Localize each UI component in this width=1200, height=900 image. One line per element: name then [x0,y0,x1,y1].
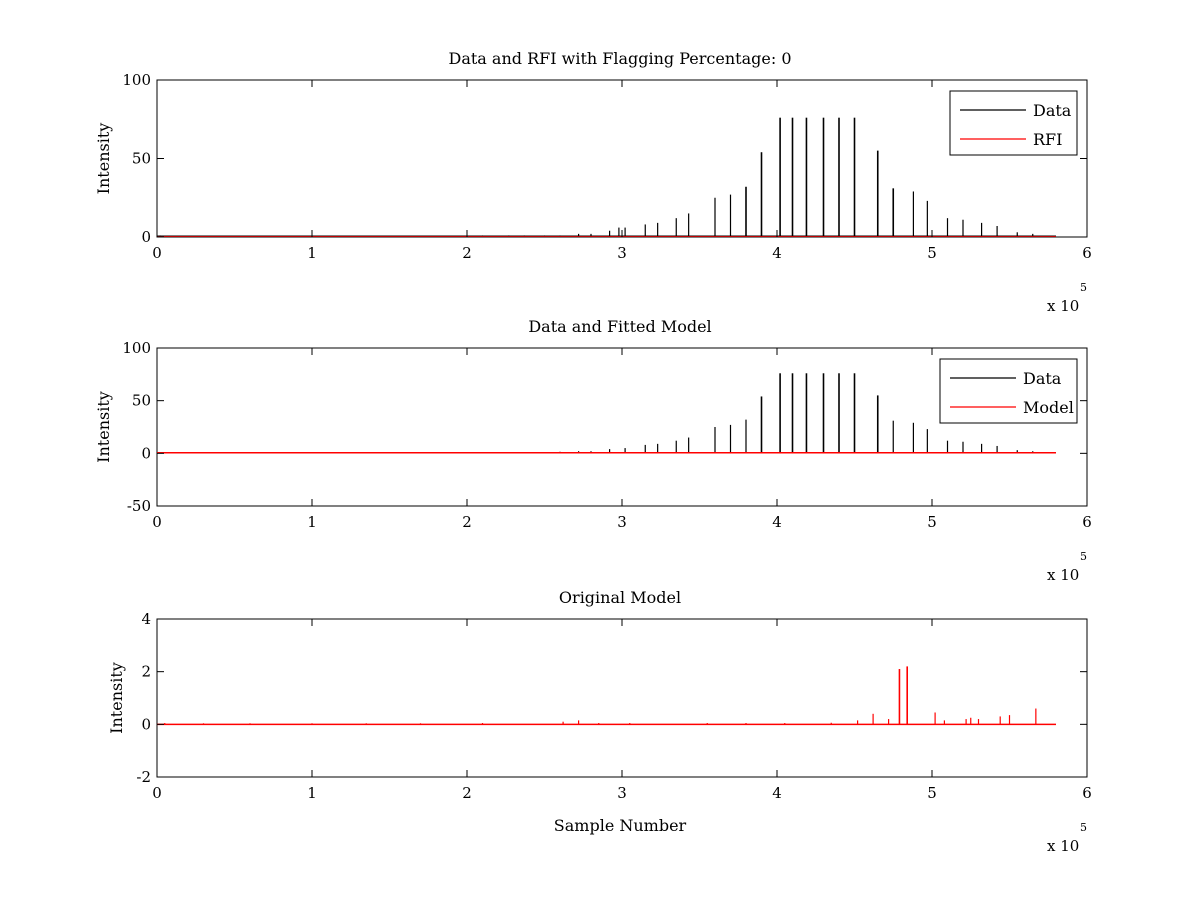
y-tick-label: 50 [132,150,151,168]
legend-box [949,90,1078,156]
y-tick-label: -50 [127,497,151,515]
x-tick-label: 4 [772,784,782,802]
x-tick-label: 0 [152,244,162,262]
y-axis-label: Intensity [94,123,113,195]
y-tick-label: -2 [136,768,151,786]
x-tick-label: 6 [1082,513,1092,531]
axes-frame [156,618,1088,778]
legend-label: Data [1033,101,1072,120]
x-tick-label: 2 [462,244,472,262]
x-multiplier-exponent: 5 [1080,550,1087,563]
plot-area [157,666,1056,726]
y-tick-label: 0 [141,444,151,462]
y-tick-label: 100 [122,339,151,357]
x-tick-label: 6 [1082,784,1092,802]
axes-frame [156,347,1088,507]
chart-title: Data and RFI with Flagging Percentage: 0 [448,49,791,68]
x-tick-label: 5 [927,513,937,531]
y-tick-label: 2 [141,663,151,681]
x-tick-label: 2 [462,784,472,802]
axes-frame [156,79,1088,238]
x-multiplier-exponent: 5 [1080,821,1087,834]
x-tick-label: 6 [1082,244,1092,262]
chart-title: Original Model [559,588,681,607]
x-tick-label: 3 [617,784,627,802]
x-tick-label: 4 [772,513,782,531]
legend: Data RFI [949,90,1078,156]
x-tick-label: 3 [617,244,627,262]
y-tick-label: 50 [132,392,151,410]
y-axis-label: Intensity [107,662,126,734]
y-tick-label: 4 [141,610,151,628]
y-tick-label: 100 [122,71,151,89]
plot-area [157,117,1056,237]
x-multiplier-base: x 10 [1047,566,1079,584]
x-tick-label: 1 [307,513,317,531]
x-tick-label: 4 [772,244,782,262]
legend-box [939,358,1078,424]
y-tick-label: 0 [141,228,151,246]
x-tick-label: 1 [307,244,317,262]
y-tick-label: 0 [141,715,151,733]
x-tick-label: 0 [152,784,162,802]
legend-label: RFI [1033,130,1062,149]
x-tick-label: 0 [152,513,162,531]
chart-title: Data and Fitted Model [528,317,711,336]
y-axis-label: Intensity [94,391,113,463]
x-tick-label: 2 [462,513,472,531]
plot-area [157,373,1056,454]
x-axis-label: Sample Number [554,816,687,835]
legend-label: Data [1023,369,1062,388]
x-tick-label: 3 [617,513,627,531]
x-tick-label: 1 [307,784,317,802]
x-multiplier-exponent: 5 [1080,281,1087,294]
x-tick-label: 5 [927,244,937,262]
x-multiplier-base: x 10 [1047,837,1079,855]
x-tick-label: 5 [927,784,937,802]
x-multiplier-base: x 10 [1047,297,1079,315]
legend-label: Model [1023,398,1074,417]
legend: Data Model [939,358,1078,424]
